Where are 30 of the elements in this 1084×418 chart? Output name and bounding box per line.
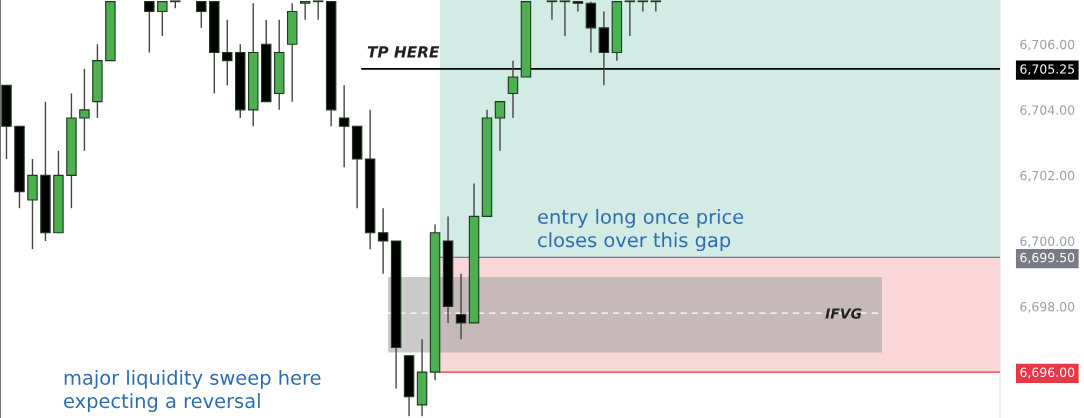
candlestick [650, 0, 662, 13]
candlestick [144, 0, 155, 54]
candlestick [637, 0, 649, 13]
candlestick [546, 0, 558, 21]
y-tick-label: 6,696.00 [1020, 367, 1075, 379]
candlestick [377, 207, 389, 275]
candlestick [222, 18, 233, 86]
candlestick [455, 273, 467, 341]
ref-line-label: TP HERE [367, 46, 440, 58]
candlestick [494, 100, 506, 152]
candlestick [196, 0, 207, 29]
candlestick [624, 0, 636, 37]
y-tick-label: 6,699.50 [1020, 252, 1075, 264]
candlestick [507, 59, 519, 119]
annotation: entry long once price closes over this gap [538, 209, 744, 252]
candlestick [299, 0, 311, 21]
y-tick-label: 6,700.00 [1020, 236, 1075, 248]
y-tick-label: 6,706.00 [1020, 39, 1075, 51]
band-label: IFVG [825, 308, 862, 319]
candlestick [157, 0, 168, 37]
candlestick [338, 84, 350, 168]
y-tick-label: 6,698.00 [1020, 302, 1075, 313]
candlestick [572, 0, 584, 13]
candlestick [312, 0, 324, 21]
annotation: major liquidity sweep here expecting a reversal [64, 369, 321, 412]
candlestick [559, 0, 571, 37]
y-tick-label: 6,702.00 [1020, 170, 1075, 182]
candlestick [79, 68, 90, 152]
y-tick-label: 6,705.25 [1020, 64, 1075, 76]
y-tick-label: 6,704.00 [1020, 105, 1075, 117]
